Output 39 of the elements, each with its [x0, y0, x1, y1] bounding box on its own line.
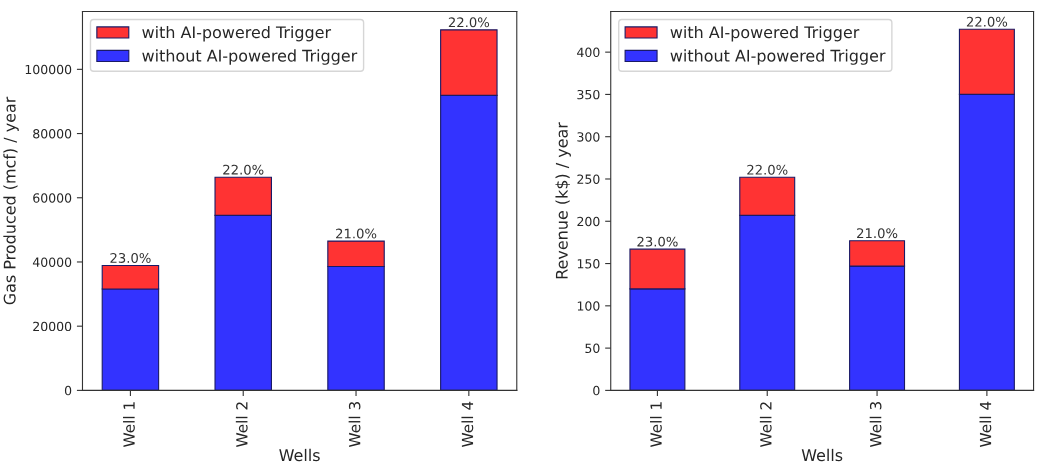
y-tick-label: 0	[64, 385, 72, 396]
x-tick-label: Well 4	[461, 401, 474, 447]
y-tick-label: 150	[577, 259, 600, 269]
x-axis-title: Wells	[801, 448, 843, 462]
y-tick-label: 100	[577, 301, 600, 311]
x-axis-title: Wells	[279, 448, 320, 462]
x-tick-label: Well 2	[759, 402, 772, 447]
y-tick-label: 250	[577, 174, 600, 184]
y-tick-label: 0	[593, 385, 600, 396]
annotation: 21.0%	[336, 228, 377, 239]
y-tick-label: 100000	[25, 64, 72, 75]
legend-label: without AI-powered Trigger	[670, 49, 886, 65]
legend-label: with AI-powered Trigger	[670, 25, 860, 42]
annotation: 23.0%	[110, 252, 151, 263]
annotation: 22.0%	[966, 16, 1008, 27]
y-tick-label: 200	[577, 216, 600, 227]
annotation: 22.0%	[223, 164, 264, 175]
annotation: 23.0%	[637, 236, 678, 247]
y-axis-title: Revenue (k$) / year	[555, 122, 571, 279]
annotation: 21.0%	[857, 228, 898, 239]
x-tick-label: Well 2	[235, 402, 248, 447]
y-tick-label: 400	[577, 47, 600, 58]
y-tick-label: 50	[585, 343, 600, 354]
y-tick-label: 80000	[33, 129, 72, 139]
y-axis-title: Gas Produced (mcf) / year	[3, 96, 19, 305]
legend-label: with AI-powered Trigger	[142, 25, 332, 42]
y-tick-label: 60000	[33, 193, 72, 203]
annotation: 22.0%	[747, 164, 788, 175]
y-tick-label: 20000	[33, 321, 72, 332]
annotation: 22.0%	[448, 17, 490, 28]
x-tick-label: Well 1	[650, 402, 662, 447]
x-tick-label: Well 1	[123, 402, 135, 447]
legend-label: without AI-powered Trigger	[142, 49, 358, 65]
y-tick-label: 40000	[32, 257, 72, 267]
x-tick-label: Well 4	[979, 401, 992, 447]
y-tick-label: 300	[577, 132, 600, 142]
x-tick-label: Well 3	[348, 402, 361, 447]
y-tick-label: 350	[577, 89, 600, 100]
x-tick-label: Well 3	[869, 402, 882, 447]
